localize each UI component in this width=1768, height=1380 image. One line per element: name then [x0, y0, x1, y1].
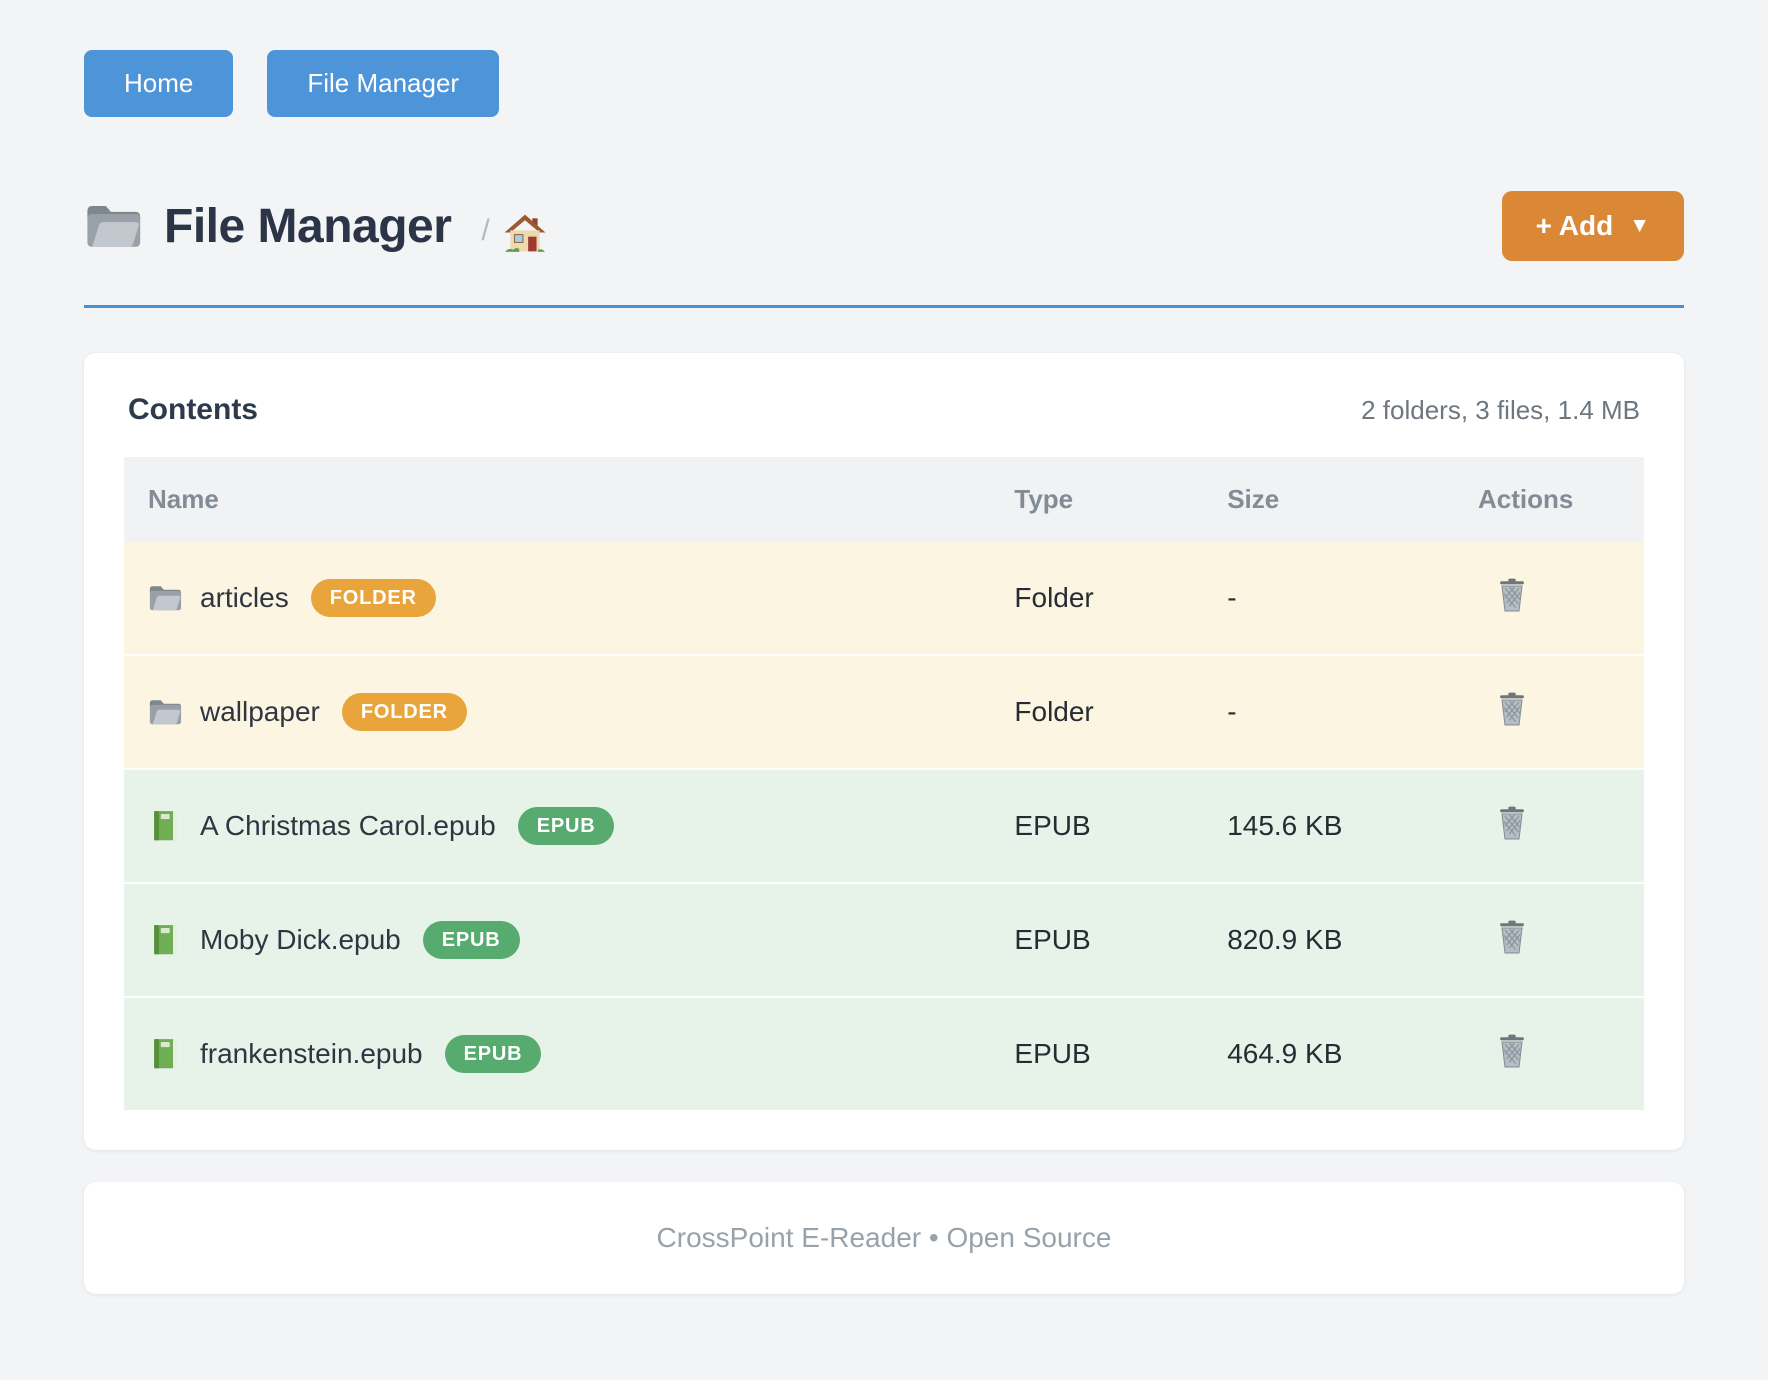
contents-card: Contents 2 folders, 3 files, 1.4 MB Name…	[84, 353, 1684, 1150]
breadcrumb-separator: /	[481, 214, 490, 247]
column-header-size: Size	[1203, 457, 1454, 542]
type-badge: FOLDER	[341, 693, 467, 731]
type-cell: EPUB	[1014, 810, 1091, 841]
file-name[interactable]: Moby Dick.epub	[200, 924, 401, 955]
folder-icon	[87, 206, 141, 247]
file-name[interactable]: wallpaper	[200, 696, 320, 727]
title-wrap: File Manager /	[84, 199, 546, 254]
page-header: File Manager / + Add ▼	[84, 191, 1684, 261]
file-name[interactable]: articles	[200, 582, 289, 613]
book-icon	[148, 810, 182, 842]
type-cell: EPUB	[1014, 924, 1091, 955]
trash-icon[interactable]	[1498, 692, 1526, 726]
column-header-name: Name	[124, 457, 991, 542]
size-cell: 145.6 KB	[1227, 810, 1343, 841]
size-cell: -	[1227, 696, 1237, 727]
table-row: wallpaper FOLDER Folder -	[124, 655, 1644, 769]
nav-file-manager-button[interactable]: File Manager	[267, 50, 500, 117]
size-cell: -	[1227, 582, 1237, 613]
type-badge: EPUB	[444, 1035, 542, 1073]
table-row: articles FOLDER Folder -	[124, 542, 1644, 655]
home-icon	[504, 214, 546, 252]
table-row: frankenstein.epub EPUB EPUB 464.9 KB	[124, 997, 1644, 1110]
type-badge: EPUB	[517, 807, 615, 845]
trash-icon[interactable]	[1498, 1034, 1526, 1068]
column-header-actions: Actions	[1453, 457, 1644, 542]
page-title: File Manager	[164, 199, 452, 253]
file-name[interactable]: frankenstein.epub	[200, 1038, 423, 1069]
contents-summary: 2 folders, 3 files, 1.4 MB	[1361, 395, 1640, 425]
nav-home-button[interactable]: Home	[84, 50, 234, 117]
table-row: A Christmas Carol.epub EPUB EPUB 145.6 K…	[124, 769, 1644, 883]
type-badge: EPUB	[422, 921, 520, 959]
folder-icon	[148, 582, 182, 614]
size-cell: 464.9 KB	[1227, 1038, 1343, 1069]
breadcrumb-home-link[interactable]	[504, 213, 546, 253]
top-nav: Home File Manager	[84, 50, 1684, 117]
column-header-type: Type	[990, 457, 1204, 542]
type-badge: FOLDER	[310, 579, 436, 617]
trash-icon[interactable]	[1498, 920, 1526, 954]
size-cell: 820.9 KB	[1227, 924, 1343, 955]
page: Home File Manager File Manager /	[84, 0, 1684, 1294]
trash-icon[interactable]	[1498, 578, 1526, 612]
add-button[interactable]: + Add ▼	[1501, 191, 1684, 261]
header-divider	[84, 305, 1684, 308]
type-cell: Folder	[1014, 582, 1094, 613]
contents-title: Contents	[128, 393, 258, 426]
trash-icon[interactable]	[1498, 806, 1526, 840]
table-row: Moby Dick.epub EPUB EPUB 820.9 KB	[124, 883, 1644, 997]
folder-icon	[148, 696, 182, 728]
footer-card: CrossPoint E-Reader • Open Source	[84, 1182, 1684, 1294]
add-button-label: + Add	[1535, 210, 1614, 241]
contents-card-header: Contents 2 folders, 3 files, 1.4 MB	[124, 393, 1644, 427]
file-name[interactable]: A Christmas Carol.epub	[200, 810, 496, 841]
footer-text: CrossPoint E-Reader • Open Source	[656, 1222, 1112, 1253]
caret-down-icon: ▼	[1629, 214, 1650, 237]
book-icon	[148, 1038, 182, 1070]
contents-table: Name Type Size Actions	[124, 457, 1644, 1110]
type-cell: Folder	[1014, 696, 1094, 727]
table-header-row: Name Type Size Actions	[124, 457, 1644, 542]
book-icon	[148, 924, 182, 956]
type-cell: EPUB	[1014, 1038, 1091, 1069]
